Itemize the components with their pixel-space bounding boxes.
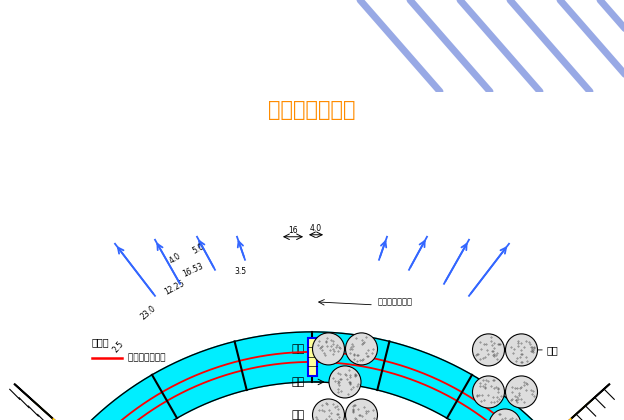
Text: 16.53: 16.53 bbox=[181, 262, 205, 279]
Circle shape bbox=[505, 334, 537, 366]
Text: 16: 16 bbox=[288, 226, 298, 235]
Bar bbox=[308, 338, 316, 376]
Text: 5.0: 5.0 bbox=[190, 242, 205, 256]
Text: 3.5: 3.5 bbox=[234, 267, 246, 276]
Text: 4.0: 4.0 bbox=[310, 224, 322, 233]
Text: 中环: 中环 bbox=[291, 377, 305, 387]
Circle shape bbox=[329, 366, 361, 398]
Circle shape bbox=[489, 409, 521, 420]
Polygon shape bbox=[15, 384, 111, 420]
Polygon shape bbox=[74, 332, 550, 420]
Circle shape bbox=[505, 376, 537, 408]
Circle shape bbox=[346, 333, 378, 365]
Text: 上、中环断缝处: 上、中环断缝处 bbox=[125, 353, 165, 362]
Text: 4.0: 4.0 bbox=[167, 252, 183, 266]
Text: 主拱肋拆除采用斜拉挂扣缆索吊装的施工工艺，分: 主拱肋拆除采用斜拉挂扣缆索吊装的施工工艺，分 bbox=[18, 17, 211, 30]
Text: 下环: 下环 bbox=[291, 410, 305, 420]
Polygon shape bbox=[513, 384, 609, 420]
Circle shape bbox=[313, 399, 344, 420]
Text: 23.0: 23.0 bbox=[139, 304, 157, 322]
Text: 拱顶中心截面型: 拱顶中心截面型 bbox=[378, 298, 413, 307]
Text: 拱圈分环示意图: 拱圈分环示意图 bbox=[268, 100, 356, 120]
Text: 图例：: 图例： bbox=[92, 337, 110, 347]
Text: 2.5: 2.5 bbox=[110, 339, 125, 354]
Text: 环分段进行。: 环分段进行。 bbox=[5, 63, 53, 76]
Text: 12.25: 12.25 bbox=[163, 279, 187, 297]
Circle shape bbox=[472, 334, 504, 366]
Circle shape bbox=[313, 333, 344, 365]
Text: 上环: 上环 bbox=[547, 345, 558, 355]
Text: 上环: 上环 bbox=[291, 344, 305, 354]
Circle shape bbox=[346, 399, 378, 420]
Circle shape bbox=[472, 376, 504, 408]
